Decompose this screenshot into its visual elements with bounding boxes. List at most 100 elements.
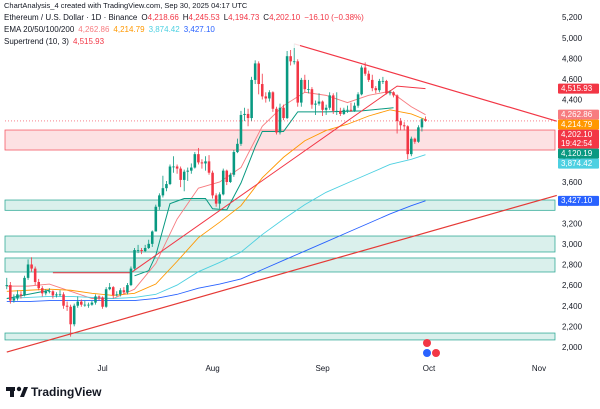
price-label: 4,515.93 <box>561 84 593 93</box>
zone <box>4 332 556 341</box>
candle-body <box>207 161 211 173</box>
candle-body <box>126 285 129 293</box>
candle-body <box>80 301 83 305</box>
candle-body <box>268 92 271 99</box>
candle-body <box>133 250 136 269</box>
candle-body <box>300 79 303 103</box>
candle-body <box>395 95 399 122</box>
candle-body <box>413 138 417 142</box>
candle-body <box>239 114 243 144</box>
candle-body <box>424 119 427 121</box>
ohlc-value: 4,194.73 <box>228 13 260 22</box>
candle-body <box>356 94 360 106</box>
candle-body <box>179 168 182 180</box>
overlay: TradingView <box>6 339 440 399</box>
candle-body <box>186 170 190 172</box>
candle-body <box>246 113 250 119</box>
candle-body <box>214 195 218 204</box>
ema-value: 4,214.79 <box>113 25 145 34</box>
candle-body <box>83 304 87 306</box>
y-tick-label: 5,200 <box>562 13 583 22</box>
candle-body <box>111 287 115 296</box>
candle-body <box>253 63 257 80</box>
candle-body <box>328 95 331 108</box>
candle-body <box>19 294 23 296</box>
candle-body <box>197 154 200 163</box>
ohlc-key: C <box>263 13 269 22</box>
candle-body <box>385 80 388 94</box>
y-tick-label: 2,000 <box>562 343 583 352</box>
plot-area: 2,0002,2002,4002,6002,8003,0003,2003,400… <box>4 13 599 373</box>
candle-body <box>108 287 111 290</box>
candle-body <box>417 127 420 142</box>
candle-body <box>65 305 69 307</box>
candle-body <box>335 110 339 112</box>
candle-body <box>420 119 424 128</box>
x-tick-label: Oct <box>423 364 436 373</box>
candle-body <box>143 247 147 252</box>
candle-body <box>378 80 381 91</box>
price-label: 4,262.86 <box>561 110 593 119</box>
candle-body <box>104 289 108 307</box>
candle-body <box>26 264 30 278</box>
candle-body <box>303 79 307 90</box>
ema-title: EMA 20/50/100/200 <box>4 25 75 34</box>
y-tick-label: 2,800 <box>562 261 583 270</box>
candle-body <box>150 231 154 244</box>
x-tick-label: Sep <box>315 364 330 373</box>
event-icon <box>432 349 440 357</box>
candle-body <box>168 166 172 185</box>
header: ChartAnalysis_4 created with TradingView… <box>0 0 364 48</box>
candle-body <box>218 194 221 204</box>
y-tick-label: 4,800 <box>562 54 583 63</box>
candle-body <box>370 79 374 89</box>
candle-body <box>363 67 367 74</box>
ohlc-value: 4,202.10 <box>269 13 301 22</box>
candle-body <box>72 305 76 325</box>
candle-body <box>257 63 260 85</box>
candle-body <box>115 294 119 296</box>
candle-body <box>147 243 150 248</box>
candle-body <box>353 105 356 111</box>
ohlc-key: O <box>141 13 147 22</box>
candle-body <box>339 110 342 114</box>
candle-body <box>229 174 232 182</box>
candle-body <box>278 107 282 133</box>
candle-body <box>30 264 33 269</box>
candle-body <box>69 306 72 325</box>
candle-body <box>119 290 122 295</box>
candle-body <box>58 294 62 296</box>
price-label: 4,120.19 <box>561 149 593 158</box>
ohlc-key: H <box>183 13 189 22</box>
ema-line <box>6 90 426 299</box>
candle-body <box>381 80 385 82</box>
candle-body <box>90 302 94 305</box>
y-tick-label: 2,400 <box>562 302 583 311</box>
candle-body <box>374 88 378 91</box>
candle-body <box>346 109 349 111</box>
title: Ethereum / U.S. Dollar · 1D · Binance <box>4 13 138 22</box>
event-icon <box>423 349 431 357</box>
candle-body <box>23 277 26 296</box>
candle-body <box>314 103 317 105</box>
ema-line <box>6 109 426 296</box>
candle-body <box>172 166 175 168</box>
candle-body <box>250 79 253 119</box>
candle-body <box>136 250 140 251</box>
price-label-box <box>558 83 599 94</box>
candle-body <box>33 268 37 282</box>
supertrend-value: 4,515.93 <box>73 37 105 46</box>
candle-body <box>94 296 97 303</box>
candle-body <box>342 109 346 114</box>
zone <box>4 199 556 211</box>
candle-body <box>360 67 363 95</box>
candle-body <box>158 195 161 207</box>
price-label-box <box>558 109 599 120</box>
x-tick-label: Aug <box>205 364 219 373</box>
ohlc-key: L <box>224 13 229 22</box>
event-icon <box>423 339 431 347</box>
zone <box>4 257 556 273</box>
candle-body <box>76 301 80 306</box>
